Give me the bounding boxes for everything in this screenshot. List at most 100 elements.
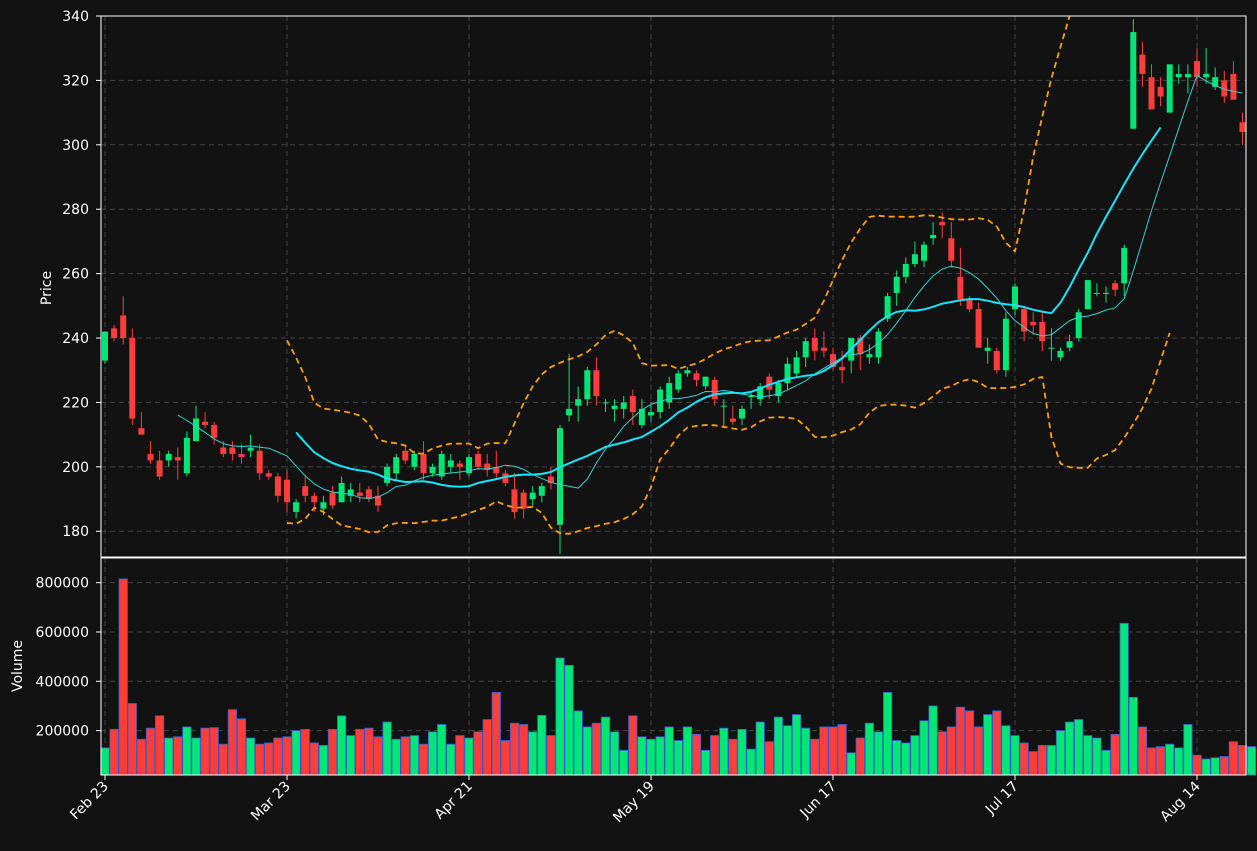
volume-bar (673, 740, 683, 776)
candle-body (766, 376, 773, 390)
volume-bar (1074, 719, 1084, 776)
volume-bar (509, 722, 520, 776)
candle-body (211, 424, 218, 438)
volume-bar (728, 738, 738, 776)
volume-bar (564, 664, 574, 776)
volume-bar (318, 745, 329, 776)
slow-moving-average-line (295, 126, 1162, 488)
volume-bar (964, 710, 975, 776)
candle-body (1021, 309, 1028, 332)
volume-bar (637, 736, 647, 776)
volume-bar (1165, 743, 1175, 776)
volume-bar (1037, 745, 1047, 776)
candle-body (220, 447, 227, 454)
candle-body (557, 428, 563, 525)
candle-body (229, 447, 236, 454)
price-tick-label: 240 (62, 331, 89, 347)
candle-body (111, 328, 118, 339)
candle-body (866, 354, 873, 358)
candle-body (1148, 77, 1155, 110)
volume-bar (746, 748, 756, 776)
candle-body (183, 437, 190, 474)
volume-bar (455, 735, 465, 776)
candle-body (566, 408, 573, 416)
volume-bar (846, 752, 856, 776)
candle-body (593, 370, 600, 396)
candle-body (356, 492, 363, 496)
volume-bar (573, 710, 583, 776)
candle-body (502, 473, 509, 483)
price-tick-label: 220 (62, 395, 89, 411)
candle-body (911, 254, 918, 264)
volume-axis-label: Volume (10, 640, 26, 692)
candle-body (993, 350, 1000, 371)
candle-body (1066, 341, 1073, 348)
volume-bar (1228, 741, 1238, 776)
candle-body (1230, 73, 1237, 100)
candle-body (1057, 350, 1064, 358)
volume-bar (664, 726, 674, 776)
candle-body (247, 447, 254, 451)
volume-bar (418, 743, 429, 776)
volume-bar (437, 724, 447, 776)
volume-bar (1028, 751, 1038, 776)
volume-bar (309, 742, 319, 776)
volume-bar (646, 738, 656, 776)
candle-body (675, 373, 682, 390)
volume-bar (1183, 724, 1193, 776)
volume-bar (200, 727, 210, 776)
fast-moving-average-line (177, 75, 1243, 499)
candle-body (329, 492, 336, 506)
volume-bar (801, 727, 811, 776)
candle-body (393, 457, 400, 474)
price-tick-label: 280 (62, 202, 89, 218)
volume-bar (364, 727, 374, 776)
candle-body (466, 457, 472, 474)
volume-tick-label: 200000 (36, 724, 89, 740)
candle-body (684, 370, 691, 374)
volume-bar (764, 741, 774, 776)
candle-body (830, 354, 836, 368)
volume-bar (537, 714, 547, 776)
volume-bar (974, 726, 984, 776)
volume-bar (173, 736, 183, 776)
volume-bar (182, 726, 192, 776)
volume-bar (619, 749, 629, 776)
candle-body (948, 238, 955, 261)
candle-body (375, 495, 381, 506)
candle-body (657, 389, 664, 413)
volume-bar (873, 731, 884, 776)
candle-body (1048, 347, 1055, 349)
volume-bar (245, 737, 256, 776)
candle-body (775, 383, 782, 396)
candle-body (302, 486, 309, 496)
candle-body (156, 460, 163, 477)
candle-body (311, 495, 318, 503)
candle-body (538, 486, 545, 496)
volume-bar (992, 710, 1002, 776)
volume-bar (591, 722, 602, 776)
candle-body (429, 466, 436, 474)
candle-body (102, 331, 108, 361)
candle-body (1221, 80, 1228, 97)
candle-body (966, 299, 973, 310)
volume-bar (227, 709, 237, 776)
candle-body (802, 341, 809, 358)
candle-body (493, 466, 500, 474)
candle-body (957, 276, 964, 300)
volume-bar (382, 721, 392, 776)
volume-bar (1146, 747, 1157, 776)
candle-body (820, 347, 827, 351)
candle-body (1175, 73, 1182, 78)
volume-bar (546, 735, 556, 776)
volume-bar (710, 735, 720, 776)
candle-body (411, 453, 418, 467)
volume-tick-label: 600000 (36, 625, 89, 641)
candle-body (347, 489, 354, 496)
candle-body (338, 482, 345, 503)
price-tick-label: 200 (62, 460, 89, 476)
volume-panel-frame (100, 557, 1247, 776)
candle-body (1184, 73, 1191, 78)
volume-bar (655, 736, 665, 776)
